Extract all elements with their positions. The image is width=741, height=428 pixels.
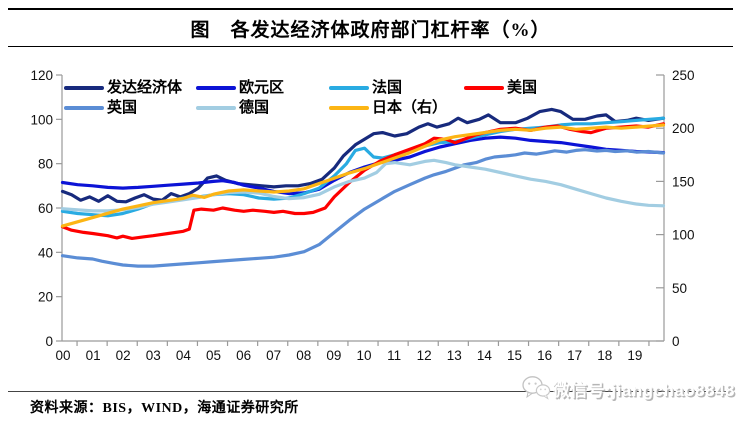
x-axis-label: 03: [146, 348, 161, 363]
bottom-divider: [8, 391, 733, 392]
x-axis-label: 18: [597, 348, 612, 363]
y-axis-right-label: 200: [672, 121, 695, 136]
x-axis-label: 14: [477, 348, 493, 363]
x-axis-label: 08: [296, 348, 311, 363]
x-axis-label: 12: [417, 348, 432, 363]
x-axis-label: 17: [567, 348, 582, 363]
y-axis-right-label: 150: [672, 174, 695, 189]
y-axis-left-label: 80: [38, 157, 53, 172]
x-axis-label: 15: [507, 348, 522, 363]
y-axis-right-label: 50: [672, 281, 687, 296]
wechat-watermark: 微信号:jiangchao8848: [521, 375, 735, 401]
x-axis-label: 04: [176, 348, 192, 363]
x-axis-label: 13: [447, 348, 462, 363]
x-axis-label: 11: [387, 348, 401, 363]
series-line-united-kingdom: [60, 148, 666, 268]
x-axis-label: 06: [236, 348, 251, 363]
chart-title: 图 各发达经济体政府部门杠杆率（%）: [190, 20, 551, 41]
x-axis-label: 07: [266, 348, 281, 363]
y-axis-left-label: 20: [38, 290, 53, 305]
y-axis-left-label: 60: [38, 201, 53, 216]
y-axis-left-label: 0: [45, 334, 53, 349]
y-axis-right-label: 250: [672, 68, 695, 83]
title-divider: [8, 46, 733, 47]
x-axis-label: 00: [55, 348, 70, 363]
top-divider: [8, 8, 733, 10]
x-axis-label: 19: [627, 348, 642, 363]
series-line-advanced-economies: [60, 107, 666, 204]
x-axis-label: 05: [206, 348, 221, 363]
x-axis-label: 01: [86, 348, 101, 363]
x-axis-label: 16: [537, 348, 552, 363]
y-axis-left-label: 40: [38, 245, 53, 260]
series-line-japan-right-axis: [60, 123, 666, 228]
x-axis-label: 02: [116, 348, 131, 363]
y-axis-right-label: 100: [672, 228, 695, 243]
y-axis-left-label: 120: [30, 68, 53, 83]
y-axis-right-label: 0: [672, 334, 680, 349]
wechat-icon: [522, 376, 550, 400]
x-axis-label: 09: [326, 348, 341, 363]
data-source-note: 资料来源：BIS，WIND，海通证券研究所: [30, 401, 299, 416]
y-axis-left-label: 100: [30, 112, 53, 127]
wechat-id-text: 微信号:jiangchao8848: [552, 380, 735, 400]
series-line-eurozone: [60, 135, 666, 196]
x-axis-label: 10: [356, 348, 371, 363]
